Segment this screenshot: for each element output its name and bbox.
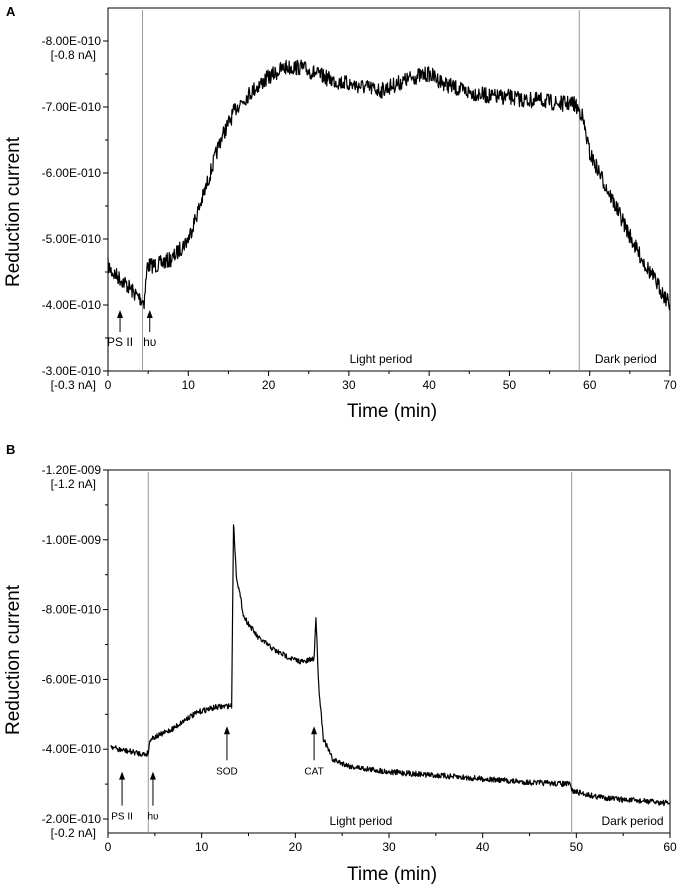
panel-a-annotation-arrowhead [146, 310, 153, 318]
panel-a-x-tick-label: 50 [503, 378, 517, 392]
panel-b-region-label: Light period [330, 814, 393, 828]
panel-b-y-unit-label: [-1.2 nA] [51, 477, 96, 491]
panel-a-x-tick-label: 20 [262, 378, 276, 392]
panel-a-x-tick-label: 40 [422, 378, 436, 392]
panel-a-x-axis-title: Time (min) [347, 401, 437, 422]
panel-b-y-tick-label: -2.00E-010 [42, 812, 102, 826]
panel-b-x-tick-label: 60 [663, 840, 677, 854]
panel-a-plot: 0 10 20 30 40 50 60 70 -3.00E-010 -4.00E-010 -5.00… [42, 7, 677, 392]
panel-b-annotation-label: SOD [216, 766, 238, 777]
panel-a-region-label: Light period [350, 352, 413, 366]
panel-b-y-tick-label: -1.20E-009 [42, 463, 102, 477]
panel-b-annotation-label: PS II [111, 812, 133, 823]
panel-a-y-tick-label: -6.00E-010 [42, 166, 102, 180]
panel-b-x-tick-label: 10 [195, 840, 209, 854]
panel-b-y-tick-label: -6.00E-010 [42, 672, 102, 686]
panel-a-y-tick-label: -8.00E-010 [42, 34, 102, 48]
panel-b-x-tick-label: 0 [105, 840, 112, 854]
panel-a-annotation-arrowhead [117, 310, 124, 318]
panel-a-y-tick-label: -5.00E-010 [42, 232, 102, 246]
panel-a-series-line-0 [107, 59, 671, 311]
panel-a-x-tick-label: 0 [105, 378, 112, 392]
panel-b-y-tick-label: -1.00E-009 [42, 533, 102, 547]
panel-b-annotation-label: CAT [304, 766, 323, 777]
panel-a-region-label: Dark period [595, 352, 657, 366]
panel-b-annotation-label: hυ [147, 812, 158, 823]
panel-b-annotation-arrowhead [223, 726, 230, 735]
panel-b-y-unit-label: [-0.2 nA] [51, 826, 96, 840]
panel-a-x-tick-label: 70 [663, 378, 677, 392]
panel-a-y-tick-label: -4.00E-010 [42, 298, 102, 312]
panel-a-y-tick-label: -3.00E-010 [42, 364, 102, 378]
panel-b-plot-frame [107, 469, 671, 834]
panel-b-annotation-arrowhead [149, 771, 156, 780]
panel-b-annotation-arrowhead [119, 771, 126, 780]
panel-a-y-tick-label: -7.00E-010 [42, 100, 102, 114]
panel-b-x-tick-label: 20 [289, 840, 303, 854]
panel-a-x-tick-label: 10 [182, 378, 196, 392]
panel-b-y-tick-label: -8.00E-010 [42, 603, 102, 617]
panel-b-x-tick-label: 50 [570, 840, 584, 854]
panel-a-letter: A [6, 4, 16, 19]
panel-b-x-tick-label: 40 [476, 840, 490, 854]
panel-b-annotation-arrowhead [311, 726, 318, 735]
panel-b-plot: 0 10 20 30 40 50 60 -2.00E-010 -4.00E-010 -6.00E-… [42, 463, 677, 854]
panel-a-x-tick-label: 30 [342, 378, 356, 392]
panel-a-plot-frame [107, 7, 671, 372]
panel-b-series-line-0 [110, 524, 671, 807]
panel-b-x-axis-title: Time (min) [347, 864, 437, 885]
panel-a-y-axis-title: Reduction current [3, 136, 24, 287]
panel-a: A 0 10 20 30 40 50 60 70 -3.00E-010 -4.00E-010 -5.… [3, 4, 677, 422]
panel-a-y-unit-label: [-0.3 nA] [51, 378, 96, 392]
panel-a-x-tick-label: 60 [583, 378, 597, 392]
panel-b-letter: B [6, 442, 15, 457]
panel-a-y-unit-label: [-0.8 nA] [51, 48, 96, 62]
panel-b: B 0 10 20 30 40 50 60 -2.00E-010 -4.00E-010 -6.00… [3, 442, 677, 885]
panel-a-annotation-label: hυ [143, 335, 156, 349]
panel-b-y-axis-title: Reduction current [3, 584, 24, 735]
panel-a-annotation-label: PS II [107, 335, 133, 349]
panel-b-x-tick-label: 30 [382, 840, 396, 854]
panel-b-region-label: Dark period [602, 814, 664, 828]
panel-b-y-tick-label: -4.00E-010 [42, 742, 102, 756]
